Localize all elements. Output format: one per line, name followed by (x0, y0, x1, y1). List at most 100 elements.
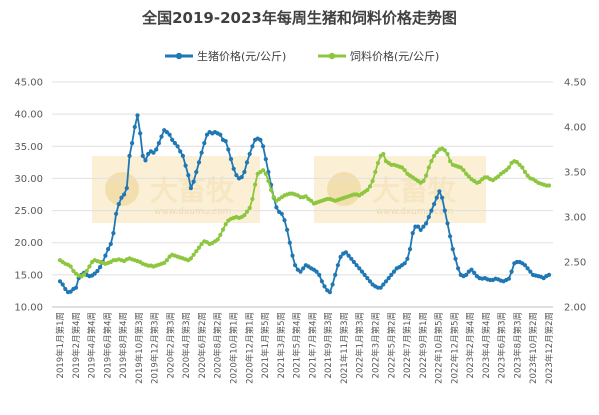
data-point (116, 202, 121, 207)
data-point (496, 174, 501, 179)
x-tick-label: 2019年1月第1周 (55, 312, 66, 378)
data-point (285, 227, 290, 232)
data-point (84, 268, 89, 274)
data-point (269, 187, 274, 193)
right-tick-label: 2.50 (564, 258, 586, 269)
data-point (327, 290, 332, 295)
data-point (103, 253, 108, 258)
data-point (298, 269, 303, 274)
data-point (98, 265, 103, 270)
data-point (154, 147, 159, 152)
data-point (191, 179, 196, 184)
data-point (416, 224, 421, 229)
data-point (442, 148, 447, 153)
data-point (196, 160, 202, 165)
right-tick-label: 4.00 (564, 123, 586, 134)
data-point (57, 279, 63, 284)
data-point (172, 141, 177, 146)
data-point (114, 211, 119, 216)
data-point (434, 150, 439, 155)
data-point (389, 272, 394, 277)
data-point (338, 254, 343, 259)
data-point (271, 195, 276, 200)
data-point (373, 169, 378, 175)
data-point (472, 270, 477, 275)
data-point (191, 252, 196, 257)
x-tick-label: 2020年12月第1周 (244, 312, 255, 384)
data-point (410, 231, 415, 236)
data-point (506, 165, 511, 170)
data-point (445, 151, 450, 157)
left-tick-label: 25.00 (14, 206, 43, 217)
data-point (293, 263, 298, 268)
data-point (95, 268, 100, 274)
data-point (71, 268, 76, 274)
x-tick-label: 2022年12月第5周 (449, 312, 460, 384)
data-point (351, 259, 356, 265)
x-tick-label: 2020年4月第3周 (181, 312, 192, 378)
x-tick-label: 2020年10月第1周 (229, 312, 240, 384)
data-point (194, 169, 199, 175)
data-point (159, 134, 164, 139)
data-point (335, 263, 340, 268)
data-point (506, 276, 511, 281)
data-point (188, 256, 193, 261)
data-point (167, 132, 172, 137)
data-point (509, 269, 514, 274)
data-point (330, 282, 335, 287)
legend-label-feed-price: 饲料价格(元/公斤) (350, 49, 439, 63)
legend-marker-pig-price (175, 52, 183, 60)
legend: 生猪价格(元/公斤) 饲料价格(元/公斤) (165, 49, 439, 63)
x-axis: 2019年1月第1周 2019年2月第4周 2019年4月第4周 2019年6月第4周… (55, 312, 555, 384)
data-point (346, 253, 351, 258)
data-point (424, 221, 429, 226)
data-point (381, 151, 386, 157)
data-point (432, 202, 437, 207)
x-tick-label: 2019年4月第4周 (87, 312, 98, 378)
data-point (263, 171, 268, 176)
data-point (220, 227, 226, 232)
data-point (528, 269, 533, 274)
data-point (266, 178, 271, 184)
data-point (140, 153, 145, 158)
data-point (164, 130, 169, 135)
data-point (367, 184, 373, 189)
watermark-text: 大畜牧 (150, 174, 235, 207)
left-axis: 10.00 15.00 20.00 25.00 30.00 35.00 40.00 45.00 (14, 78, 43, 314)
data-point (261, 144, 266, 149)
data-point (242, 213, 247, 218)
data-point (170, 137, 175, 142)
data-point (63, 286, 68, 292)
data-point (362, 272, 367, 277)
x-tick-label: 2020年8月第2周 (213, 312, 224, 378)
data-point (354, 263, 359, 268)
data-point (244, 160, 250, 165)
data-point (162, 260, 167, 265)
data-point (466, 174, 471, 179)
data-point (202, 141, 207, 146)
left-tick-label: 45.00 (14, 78, 43, 89)
data-point (391, 269, 397, 274)
watermark-url: www.dxumu.com (376, 207, 453, 217)
data-point (135, 113, 140, 118)
data-point (322, 284, 327, 289)
data-point (458, 165, 463, 170)
data-point (418, 227, 423, 232)
data-point (228, 157, 234, 162)
data-point (333, 272, 338, 277)
data-point (426, 214, 431, 220)
x-tick-label: 2022年3月第2周 (370, 312, 381, 378)
data-point (407, 247, 413, 252)
data-point (383, 279, 389, 284)
data-point (437, 189, 442, 194)
data-point (178, 149, 183, 154)
left-tick-label: 10.00 (14, 303, 43, 314)
data-point (258, 137, 263, 142)
data-point (303, 194, 308, 199)
data-point (399, 165, 405, 170)
data-point (517, 162, 522, 167)
x-tick-label: 2021年7月第4周 (307, 312, 318, 378)
data-point (81, 272, 87, 277)
data-point (546, 272, 552, 277)
x-tick-label: 2023年2月第4周 (465, 312, 476, 378)
